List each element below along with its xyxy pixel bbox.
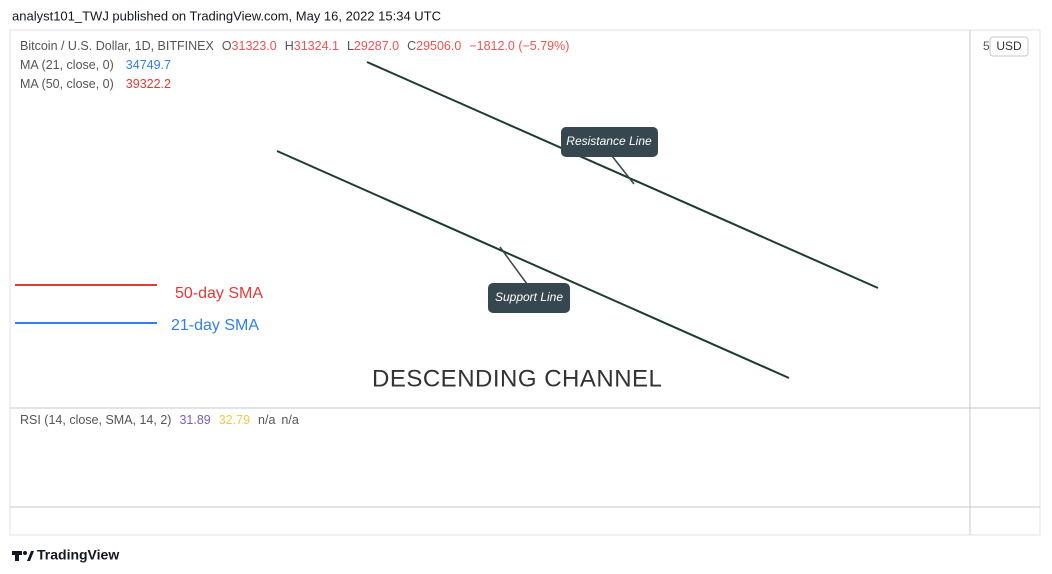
ma-legend: MA (21, close, 0) 34749.7 [20, 58, 171, 72]
frame [9, 29, 1041, 536]
logo-part [15, 551, 19, 561]
callout-pointer [611, 155, 635, 185]
ma-value: 39322.2 [126, 77, 171, 91]
ma-name: MA (21, close, 0) [20, 58, 114, 72]
logo-part [23, 551, 27, 555]
logo-part [27, 551, 34, 561]
callout-box [488, 283, 570, 313]
ma-value: 34749.7 [126, 58, 171, 72]
brand: TradingView [37, 547, 119, 563]
brand-logo [12, 551, 34, 561]
rsi-value: 31.89 [179, 413, 210, 427]
change: −1812.0 (−5.79%) [469, 39, 569, 53]
sma50-label: 50-day SMA [175, 285, 263, 302]
ohlc-key: H [285, 39, 294, 53]
callout-pointer [499, 246, 528, 285]
callout-label: Resistance Line [566, 134, 652, 148]
ma-name: MA (50, close, 0) [20, 77, 114, 91]
rsi-legend: RSI (14, close, SMA, 14, 2) 31.89 32.79 n/a… [20, 413, 299, 427]
ohlc-value: 29287.0 [354, 39, 399, 53]
resistance-trendline [366, 61, 879, 289]
ohlc-key: L [347, 39, 354, 53]
rsi-name: RSI (14, close, SMA, 14, 2) [20, 413, 171, 427]
symbol-legend: Bitcoin / U.S. Dollar, 1D, BITFINEX O3132… [20, 39, 569, 53]
sma21-label: 21-day SMA [171, 317, 259, 334]
ohlc-key: O [222, 39, 232, 53]
ma-legend: MA (50, close, 0) 39322.2 [20, 77, 171, 91]
currency-label[interactable]: USD [996, 39, 1022, 53]
chart-border [9, 29, 1041, 536]
ohlc-key: C [407, 39, 416, 53]
currency-button[interactable] [989, 36, 1029, 57]
rsi-extra: n/a [281, 413, 298, 427]
rsi-ma-value: 32.79 [219, 413, 250, 427]
ohlc-value: 29506.0 [416, 39, 461, 53]
callout-label: Support Line [495, 290, 563, 304]
axis-top-label: 5 [983, 39, 990, 53]
symbol: Bitcoin / U.S. Dollar, 1D, BITFINEX [20, 39, 214, 53]
rsi-extra: n/a [258, 413, 275, 427]
ohlc-value: 31324.1 [294, 39, 339, 53]
ohlc-value: 31323.0 [232, 39, 277, 53]
publish-info: analyst101_TWJ published on TradingView.… [12, 8, 441, 23]
callout-box [561, 127, 658, 157]
support-trendline [276, 150, 790, 379]
channel-label: DESCENDING CHANNEL [372, 365, 662, 392]
